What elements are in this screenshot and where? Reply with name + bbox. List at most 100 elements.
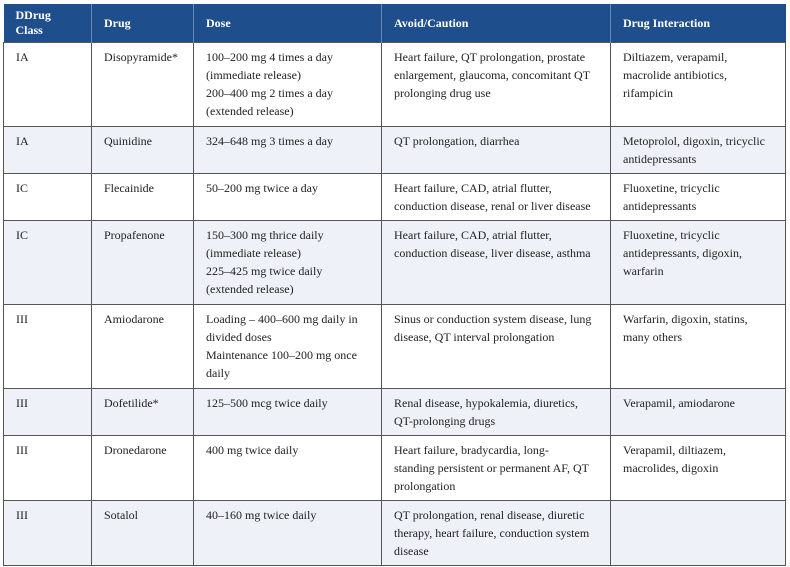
cell-line: prolonging drug use: [394, 86, 491, 100]
cell-line: (extended release): [206, 282, 294, 296]
header-drug: Drug: [91, 4, 194, 43]
cell-line: QT-prolonging drugs: [394, 414, 496, 428]
table-body: IA Disopyramide* 100–200 mg 4 times a day (…: [3, 42, 786, 566]
cell-line: conduction disease, liver disease, asthm…: [394, 246, 591, 260]
drug-name-cell: Disopyramide*: [91, 42, 194, 127]
table-row: IA Disopyramide* 100–200 mg 4 times a day (…: [3, 42, 786, 127]
cell-line: Verapamil, diltiazem,: [623, 443, 726, 457]
avoid-caution-cell: QT prolongation, renal disease, diuretic…: [381, 500, 611, 566]
antiarrhythmic-drug-table: DDrug Class Drug Dose Avoid/Caution Drug…: [3, 4, 786, 566]
drug-name-cell: Dronedarone: [91, 435, 194, 501]
avoid-caution-cell: Heart failure, bradycardia, long-standin…: [381, 435, 611, 501]
cell-line: therapy, heart failure, conduction syste…: [394, 526, 590, 540]
cell-line: QT prolongation, diarrhea: [394, 134, 520, 148]
cell-line: Heart failure, CAD, atrial flutter,: [394, 228, 552, 242]
avoid-caution-cell: Heart failure, CAD, atrial flutter, condu…: [381, 220, 611, 305]
drug-name-cell: Propafenone: [91, 220, 194, 305]
cell-line: warfarin: [623, 264, 664, 278]
drug-class-cell: III: [3, 500, 92, 566]
cell-line: antidepressants: [623, 152, 697, 166]
header-row: DDrug Class Drug Dose Avoid/Caution Drug…: [3, 4, 786, 43]
drug-interaction-cell: Diltiazem, verapamil, macrolide antibioti…: [610, 42, 786, 127]
cell-line: 40–160 mg twice daily: [206, 508, 317, 522]
cell-line: antidepressants: [623, 199, 697, 213]
cell-line: Maintenance 100–200 mg once: [206, 348, 357, 362]
avoid-caution-cell: Sinus or conduction system disease, lung…: [381, 304, 611, 389]
cell-line: 225–425 mg twice daily: [206, 264, 323, 278]
cell-line: conduction disease, renal or liver disea…: [394, 199, 591, 213]
header-dose: Dose: [193, 4, 382, 43]
cell-line: Heart failure, CAD, atrial flutter,: [394, 181, 552, 195]
cell-line: Renal disease, hypokalemia, diuretics,: [394, 396, 578, 410]
drug-interaction-cell: Fluoxetine, tricyclic antidepressants, di…: [610, 220, 786, 305]
avoid-caution-cell: QT prolongation, diarrhea: [381, 126, 611, 174]
drug-interaction-cell: Verapamil, diltiazem, macrolides, digoxin: [610, 435, 786, 501]
cell-line: macrolides, digoxin: [623, 461, 719, 475]
table-row: IC Flecainide 50–200 mg twice a day Heart f…: [3, 173, 786, 221]
table-row: IC Propafenone 150–300 mg thrice daily (imm…: [3, 220, 786, 305]
dose-cell: 324–648 mg 3 times a day: [193, 126, 382, 174]
cell-line: 200–400 mg 2 times a day: [206, 86, 333, 100]
header-drug-interaction: Drug Interaction: [610, 4, 786, 43]
cell-line: (immediate release): [206, 246, 301, 260]
cell-line: macrolide antibiotics,: [623, 68, 727, 82]
drug-name-cell: Sotalol: [91, 500, 194, 566]
cell-line: Verapamil, amiodarone: [623, 396, 735, 410]
drug-class-cell: III: [3, 388, 92, 436]
drug-name-cell: Quinidine: [91, 126, 194, 174]
dose-cell: 50–200 mg twice a day: [193, 173, 382, 221]
drug-interaction-cell: Metoprolol, digoxin, tricyclic antidepres…: [610, 126, 786, 174]
cell-line: 324–648 mg 3 times a day: [206, 134, 333, 148]
cell-line: Loading – 400–600 mg daily in: [206, 312, 358, 326]
cell-line: (immediate release): [206, 68, 301, 82]
cell-line: antidepressants, digoxin,: [623, 246, 742, 260]
dose-cell: 150–300 mg thrice daily (immediate releas…: [193, 220, 382, 305]
dose-cell: 125–500 mcg twice daily: [193, 388, 382, 436]
table-row: III Amiodarone Loading – 400–600 mg daily …: [3, 304, 786, 389]
dose-cell: Loading – 400–600 mg daily in divided dos…: [193, 304, 382, 389]
drug-interaction-cell: Fluoxetine, tricyclic antidepressants: [610, 173, 786, 221]
drug-class-cell: IA: [3, 42, 92, 127]
cell-line: divided doses: [206, 330, 272, 344]
drug-class-cell: III: [3, 435, 92, 501]
cell-line: 100–200 mg 4 times a day: [206, 50, 333, 64]
drug-name-cell: Amiodarone: [91, 304, 194, 389]
table-row: III Dronedarone 400 mg twice daily Heart fa…: [3, 435, 786, 501]
cell-line: (extended release): [206, 104, 294, 118]
cell-line: 50–200 mg twice a day: [206, 181, 318, 195]
cell-line: daily: [206, 366, 230, 380]
drug-name-cell: Dofetilide*: [91, 388, 194, 436]
cell-line: Warfarin, digoxin, statins,: [623, 312, 748, 326]
table-row: III Dofetilide* 125–500 mcg twice daily Ren…: [3, 388, 786, 436]
cell-line: rifampicin: [623, 86, 673, 100]
drug-interaction-cell: Verapamil, amiodarone: [610, 388, 786, 436]
cell-line: disease, QT interval prolongation: [394, 330, 555, 344]
drug-name-cell: Flecainide: [91, 173, 194, 221]
cell-line: standing persistent or permanent AF, QT: [394, 461, 590, 475]
cell-line: Sinus or conduction system disease, lung: [394, 312, 592, 326]
drug-class-cell: IA: [3, 126, 92, 174]
drug-class-cell: III: [3, 304, 92, 389]
cell-line: 150–300 mg thrice daily: [206, 228, 324, 242]
drug-interaction-cell: Warfarin, digoxin, statins, many others: [610, 304, 786, 389]
cell-line: many others: [623, 330, 682, 344]
cell-line: Fluoxetine, tricyclic: [623, 228, 720, 242]
cell-line: 125–500 mcg twice daily: [206, 396, 328, 410]
header-drug-class: DDrug Class: [3, 4, 92, 43]
cell-line: Heart failure, QT prolongation, prostate: [394, 50, 586, 64]
dose-cell: 100–200 mg 4 times a day (immediate relea…: [193, 42, 382, 127]
table-row: IA Quinidine 324–648 mg 3 times a day QT pr…: [3, 126, 786, 174]
drug-class-cell: IC: [3, 173, 92, 221]
dose-cell: 400 mg twice daily: [193, 435, 382, 501]
cell-line: QT prolongation, renal disease, diuretic: [394, 508, 585, 522]
avoid-caution-cell: Renal disease, hypokalemia, diuretics, QT…: [381, 388, 611, 436]
cell-line: prolongation: [394, 479, 456, 493]
table-row: III Sotalol 40–160 mg twice daily QT prolon…: [3, 500, 786, 566]
dose-cell: 40–160 mg twice daily: [193, 500, 382, 566]
avoid-caution-cell: Heart failure, CAD, atrial flutter, condu…: [381, 173, 611, 221]
cell-line: 400 mg twice daily: [206, 443, 299, 457]
cell-line: enlargement, glaucoma, concomitant QT: [394, 68, 591, 82]
cell-line: Heart failure, bradycardia, long-: [394, 443, 549, 457]
avoid-caution-cell: Heart failure, QT prolongation, prostate…: [381, 42, 611, 127]
cell-line: Diltiazem, verapamil,: [623, 50, 728, 64]
